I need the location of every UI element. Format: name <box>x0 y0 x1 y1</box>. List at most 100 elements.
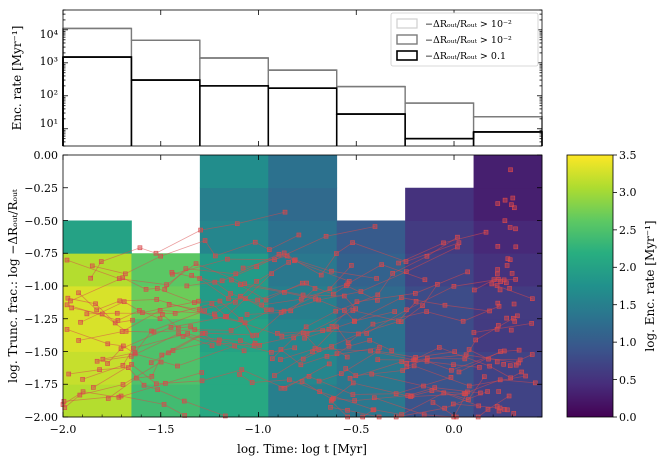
track-marker <box>421 412 427 418</box>
track-marker <box>462 356 468 362</box>
track-marker <box>123 328 129 334</box>
track-marker <box>478 390 483 396</box>
track-line <box>240 284 395 322</box>
track-marker <box>452 349 457 354</box>
track-marker <box>272 257 277 263</box>
track-marker <box>471 330 477 335</box>
track-marker <box>149 373 155 379</box>
track-marker <box>84 311 90 317</box>
track-marker <box>251 343 257 348</box>
main-xtick-label: −1.5 <box>148 423 175 436</box>
track-marker <box>100 356 106 362</box>
track-marker <box>425 356 430 361</box>
track-marker <box>291 335 297 341</box>
track-marker <box>91 385 96 390</box>
track-marker <box>324 354 330 359</box>
track-marker <box>169 269 175 275</box>
main-xtick-label: −0.5 <box>343 423 370 436</box>
track-marker <box>154 286 160 291</box>
evolution-tracks <box>60 167 538 420</box>
track-marker <box>199 370 205 375</box>
track-marker <box>497 287 503 293</box>
legend-box <box>390 12 539 67</box>
track-marker <box>172 311 178 316</box>
track-marker <box>292 258 297 264</box>
legend-label: −ΔRₒᵤₜ/Rₒᵤₜ > 0.1 <box>425 51 506 62</box>
top-histograms <box>62 27 543 146</box>
track-marker <box>176 331 181 336</box>
top-ytick-label: 10² <box>40 88 58 101</box>
heatmap-cell <box>131 384 201 418</box>
track-marker <box>158 359 164 365</box>
track-marker <box>77 392 83 398</box>
track-marker <box>148 360 154 365</box>
track-marker <box>137 245 143 251</box>
track-marker <box>168 325 174 330</box>
track-marker <box>250 333 256 338</box>
top-ytick-label: 10¹ <box>40 117 58 130</box>
track-marker <box>292 345 298 351</box>
track-marker <box>399 359 405 364</box>
track-line <box>67 297 133 324</box>
track-marker <box>436 345 442 350</box>
track-marker <box>282 385 288 391</box>
track-marker <box>350 380 356 386</box>
track-marker <box>421 383 426 389</box>
track-marker <box>465 269 471 275</box>
track-marker <box>281 308 287 314</box>
track-marker <box>304 280 309 286</box>
track-marker <box>239 367 245 373</box>
track-marker <box>276 251 282 257</box>
track-marker <box>219 278 225 284</box>
track-marker <box>296 232 302 238</box>
track-marker <box>123 271 128 277</box>
track-marker <box>330 291 336 297</box>
track-marker <box>299 379 305 384</box>
track-marker <box>494 326 500 332</box>
colorbar-tick-labels: 0.0 0.5 1.0 1.5 2.0 2.5 3.0 3.5 <box>619 149 637 424</box>
track-marker <box>375 357 381 362</box>
track-marker <box>228 328 234 333</box>
heatmap-cell <box>336 286 406 320</box>
heatmap-cell <box>268 384 338 418</box>
track-marker <box>269 307 274 313</box>
track-marker <box>272 373 277 378</box>
heatmap-cell <box>199 155 269 189</box>
heatmap-cell <box>405 187 474 221</box>
track-marker <box>441 240 446 246</box>
track-line <box>92 234 300 275</box>
track-marker <box>512 205 517 211</box>
track-marker <box>519 369 524 375</box>
track-marker <box>278 347 284 352</box>
track-line <box>231 279 378 301</box>
track-line <box>66 259 356 309</box>
track-line <box>280 348 480 368</box>
track-marker <box>513 277 518 282</box>
track-marker <box>345 407 350 413</box>
track-marker <box>202 308 207 314</box>
track-marker <box>390 271 395 276</box>
track-marker <box>98 259 104 264</box>
track-marker <box>485 389 490 394</box>
track-marker <box>141 382 147 388</box>
track-line <box>239 374 479 416</box>
colorbar-tick-label: 1.0 <box>619 336 637 349</box>
track-marker <box>404 269 409 274</box>
track-marker <box>252 239 258 245</box>
track-marker <box>409 393 415 399</box>
track-marker <box>350 392 356 397</box>
heatmap-cell <box>199 187 269 221</box>
track-marker <box>329 268 334 274</box>
track-marker <box>237 372 242 377</box>
track-marker <box>244 312 250 317</box>
track-marker <box>192 327 198 332</box>
track-marker <box>350 240 355 245</box>
track-marker <box>181 398 187 404</box>
track-marker <box>374 276 379 281</box>
main-ytick-label: −0.75 <box>24 247 58 260</box>
main-xtick-label: −2.0 <box>50 423 77 436</box>
track-marker <box>392 309 397 314</box>
track-marker <box>530 296 535 302</box>
track-line <box>107 316 329 364</box>
track-line <box>371 373 485 401</box>
